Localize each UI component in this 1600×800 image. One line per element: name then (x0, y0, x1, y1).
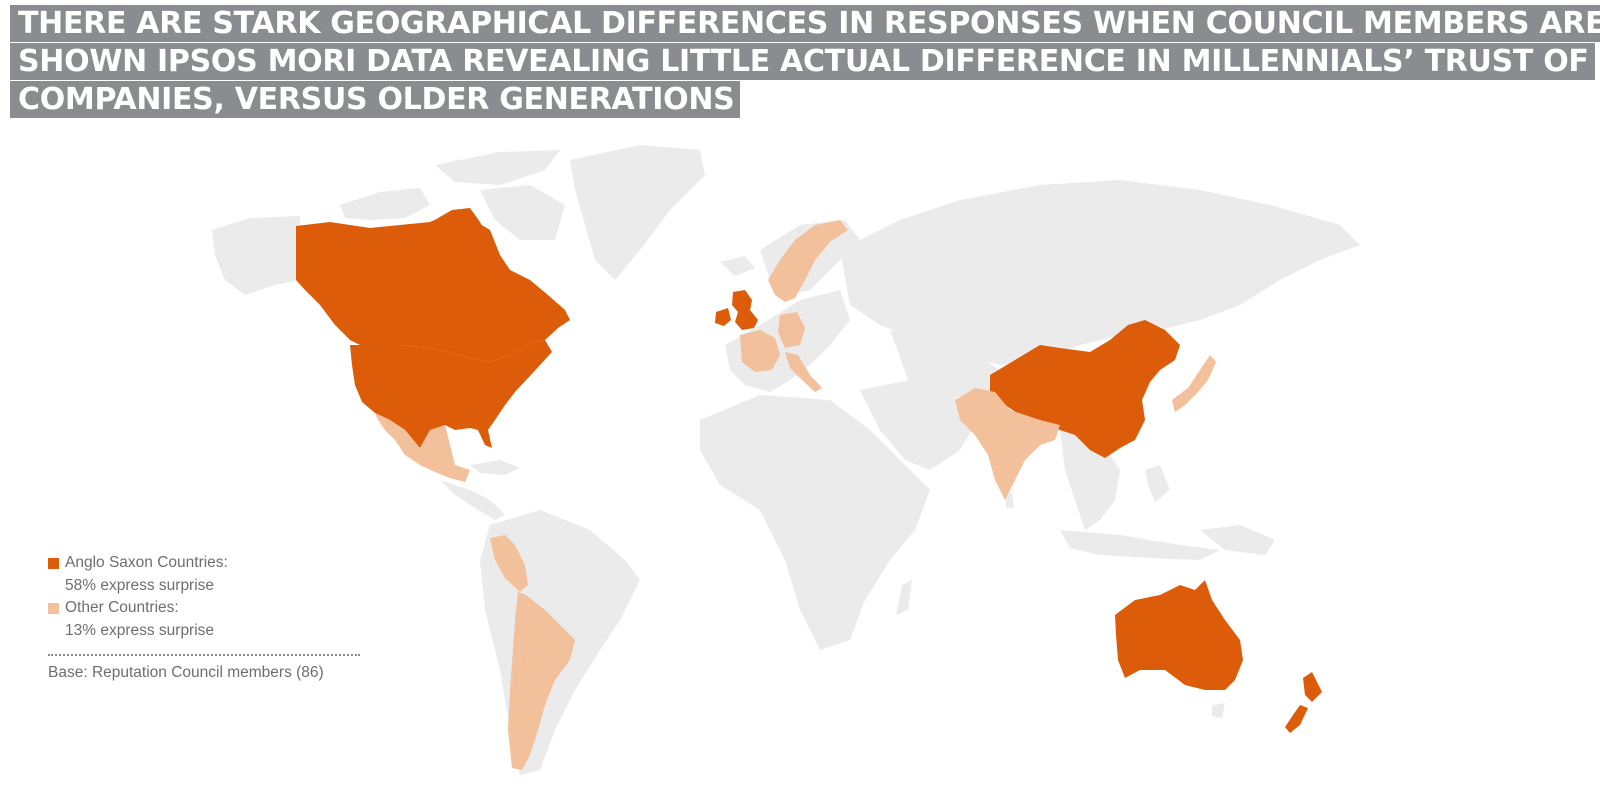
region-new-guinea (1200, 525, 1275, 555)
region-madagascar (896, 580, 912, 615)
legend-label-anglo-saxon: Anglo Saxon Countries: (65, 554, 228, 571)
anglo-saxon-countries-layer (296, 208, 1322, 733)
title-line-2-text: SHOWN IPSOS MORI DATA REVEALING LITTLE A… (10, 43, 1595, 80)
region-tasmania (1212, 703, 1225, 718)
region-middle-east (860, 380, 975, 470)
legend-swatch-other (48, 603, 59, 614)
region-alaska (212, 216, 300, 295)
country-france (740, 330, 780, 372)
chart-title: THERE ARE STARK GEOGRAPHICAL DIFFERENCES… (10, 5, 1600, 119)
legend-swatch-anglo-saxon (48, 558, 59, 569)
title-line-3: COMPANIES, VERSUS OLDER GENERATIONS (10, 81, 741, 118)
region-indonesia (1060, 530, 1220, 560)
region-iceland (720, 256, 755, 276)
country-italy (785, 352, 822, 392)
region-canadian-arctic-islands-2 (435, 150, 560, 185)
legend-item-other: Other Countries: 13% express surprise (48, 597, 360, 642)
country-japan (1172, 355, 1216, 412)
country-chile (508, 592, 526, 770)
world-map (212, 145, 1360, 775)
country-uk (732, 290, 758, 330)
base-note: Base: Reputation Council members (86) (48, 664, 324, 681)
country-ireland (715, 308, 731, 326)
legend-value-other: 13% express surprise (65, 621, 215, 639)
other-countries-layer (375, 220, 1216, 770)
region-greenland (570, 145, 705, 280)
title-line-1-text: THERE ARE STARK GEOGRAPHICAL DIFFERENCES… (10, 5, 1600, 42)
country-new-zealand-south (1285, 705, 1308, 733)
region-canadian-arctic-islands (340, 188, 430, 220)
legend-value-anglo-saxon: 58% express surprise (65, 576, 215, 594)
region-baffin-island (480, 185, 565, 240)
country-india (955, 388, 1060, 500)
region-central-asia (890, 330, 1000, 398)
country-germany (778, 312, 805, 348)
country-canada (296, 215, 570, 362)
country-australia (1115, 580, 1243, 690)
country-norway-sweden (768, 220, 848, 302)
country-mexico (375, 413, 470, 482)
region-sri-lanka (1005, 492, 1014, 508)
region-philippines (1145, 465, 1170, 502)
country-new-zealand (1303, 672, 1322, 702)
country-peru (490, 535, 528, 592)
region-russia (840, 180, 1360, 365)
country-canada-arctic (438, 208, 488, 242)
region-central-america (440, 480, 505, 520)
legend-item-anglo-saxon: Anglo Saxon Countries: 58% express surpr… (48, 552, 360, 597)
region-africa (700, 395, 930, 650)
country-argentina (515, 595, 575, 770)
title-line-1: THERE ARE STARK GEOGRAPHICAL DIFFERENCES… (10, 5, 1600, 42)
legend-label-other: Other Countries: (65, 599, 179, 616)
title-line-2: SHOWN IPSOS MORI DATA REVEALING LITTLE A… (10, 43, 1595, 80)
region-caribbean (470, 460, 520, 475)
map-legend: Anglo Saxon Countries: 58% express surpr… (48, 552, 360, 685)
title-line-3-text: COMPANIES, VERSUS OLDER GENERATIONS (10, 81, 741, 118)
country-usa (350, 340, 552, 448)
legend-divider (48, 654, 360, 656)
